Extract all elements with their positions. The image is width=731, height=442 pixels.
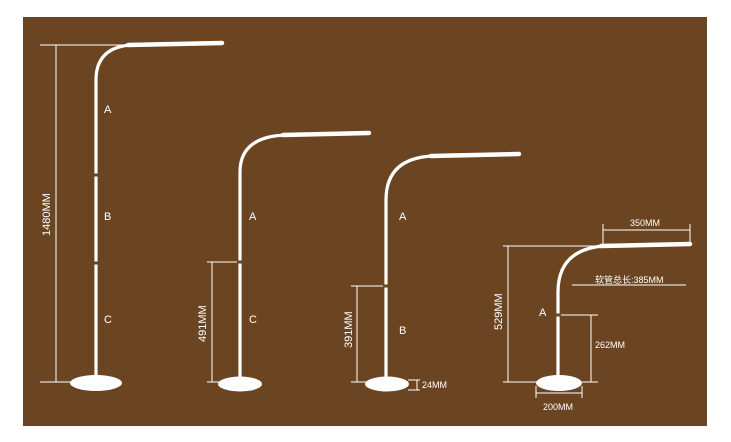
lamp-4-base-label: 200MM [543, 402, 573, 412]
lamp-3-head [428, 151, 522, 159]
lamp-1-head [125, 40, 225, 48]
product-panel [23, 17, 707, 426]
lamp-4-pole-label: 262MM [595, 340, 625, 350]
lamp-1-pole [94, 43, 132, 378]
lamp-3-segment-a: A [399, 211, 407, 223]
lamp-4-hose-label: 软管总长:385MM [595, 274, 664, 285]
lamp-1-height-label: 1480MM [41, 193, 53, 236]
lamp-3-height-label: 391MM [343, 311, 355, 348]
lamp-2-segment-a: A [249, 211, 257, 223]
lamp-4-pole [556, 244, 605, 379]
lamp-4-height-label: 529MM [493, 293, 505, 330]
lamp-1-segment-c: C [104, 314, 112, 326]
lamp-3-base [365, 376, 409, 392]
lamp-1-segment-b: B [104, 211, 111, 223]
lamp-3: 391MM A B 24MM [343, 151, 522, 392]
lamp-4-arm-label: 350MM [630, 218, 660, 228]
lamp-1-segment-a: A [104, 104, 112, 116]
lamp-4-head [598, 241, 693, 249]
lamp-2-height-label: 491MM [197, 305, 209, 342]
lamp-2-segment-c: C [249, 314, 257, 326]
lamp-4-base [536, 375, 582, 391]
lamp-3-pole [384, 154, 435, 380]
lamp-3-segment-b: B [399, 325, 406, 337]
lamp-2: 491MM A C [197, 130, 372, 392]
lamp-2-head [280, 130, 372, 138]
lamp-3-base-label: 24MM [422, 380, 447, 390]
lamp-4: 529MM 350MM A 软管总长:385MM 262MM 200MM [493, 218, 693, 412]
lamp-4-segment-a: A [539, 307, 547, 319]
lamp-2-base [218, 376, 262, 392]
lamp-1: 1480MM A B C [40, 40, 225, 391]
lamp-1-base [70, 375, 122, 391]
lamp-2-pole [238, 133, 287, 380]
